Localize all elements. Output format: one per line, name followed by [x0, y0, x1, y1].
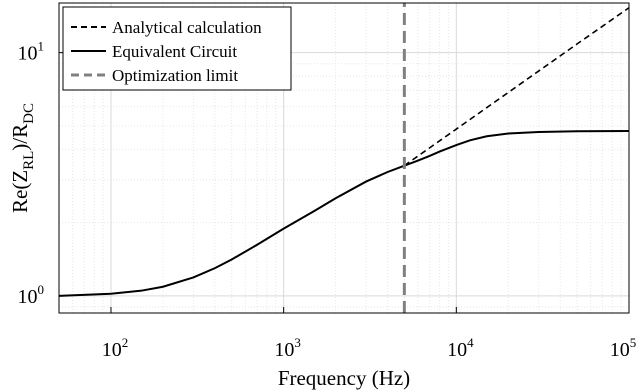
tick-exponent: 4: [467, 335, 474, 350]
y-axis-label-mid: )/R: [8, 124, 32, 151]
series-layer: [58, 3, 630, 313]
y-axis-label-sub2: DC: [21, 103, 37, 124]
y-axis-label-sub1: RL: [21, 151, 37, 170]
legend-label-equivalent: Equivalent Circuit: [112, 42, 237, 61]
tick-base: 10: [18, 43, 38, 65]
y-tick-label: 101: [18, 39, 45, 65]
legend-label-analytical: Analytical calculation: [112, 18, 262, 37]
tick-base: 10: [102, 339, 122, 361]
legend: Analytical calculation Equivalent Circui…: [62, 6, 292, 91]
series-line-equivalent-circuit: [58, 130, 630, 297]
y-axis-label: Re(ZRL)/RDC: [8, 103, 37, 213]
y-axis-label-base: Re(Z: [8, 170, 32, 213]
tick-exponent: 2: [122, 335, 128, 350]
x-tick-label: 105: [610, 335, 637, 361]
tick-exponent: 1: [38, 39, 45, 54]
x-tick-label: 103: [274, 335, 301, 361]
x-tick-label: 104: [447, 335, 474, 361]
tick-base: 10: [610, 339, 630, 361]
tick-exponent: 5: [630, 335, 637, 350]
tick-base: 10: [274, 339, 294, 361]
series-line-analytical-calculation: [403, 7, 630, 167]
y-tick-label: 100: [18, 282, 45, 308]
legend-label-limit: Optimization limit: [112, 66, 238, 85]
tick-base: 10: [447, 339, 467, 361]
tick-exponent: 3: [294, 335, 301, 350]
tick-exponent: 0: [38, 282, 45, 297]
plot-frame: [58, 2, 630, 314]
x-tick-label: 102: [102, 335, 128, 361]
tick-base: 10: [18, 286, 38, 308]
x-axis-label: Frequency (Hz): [278, 366, 410, 390]
